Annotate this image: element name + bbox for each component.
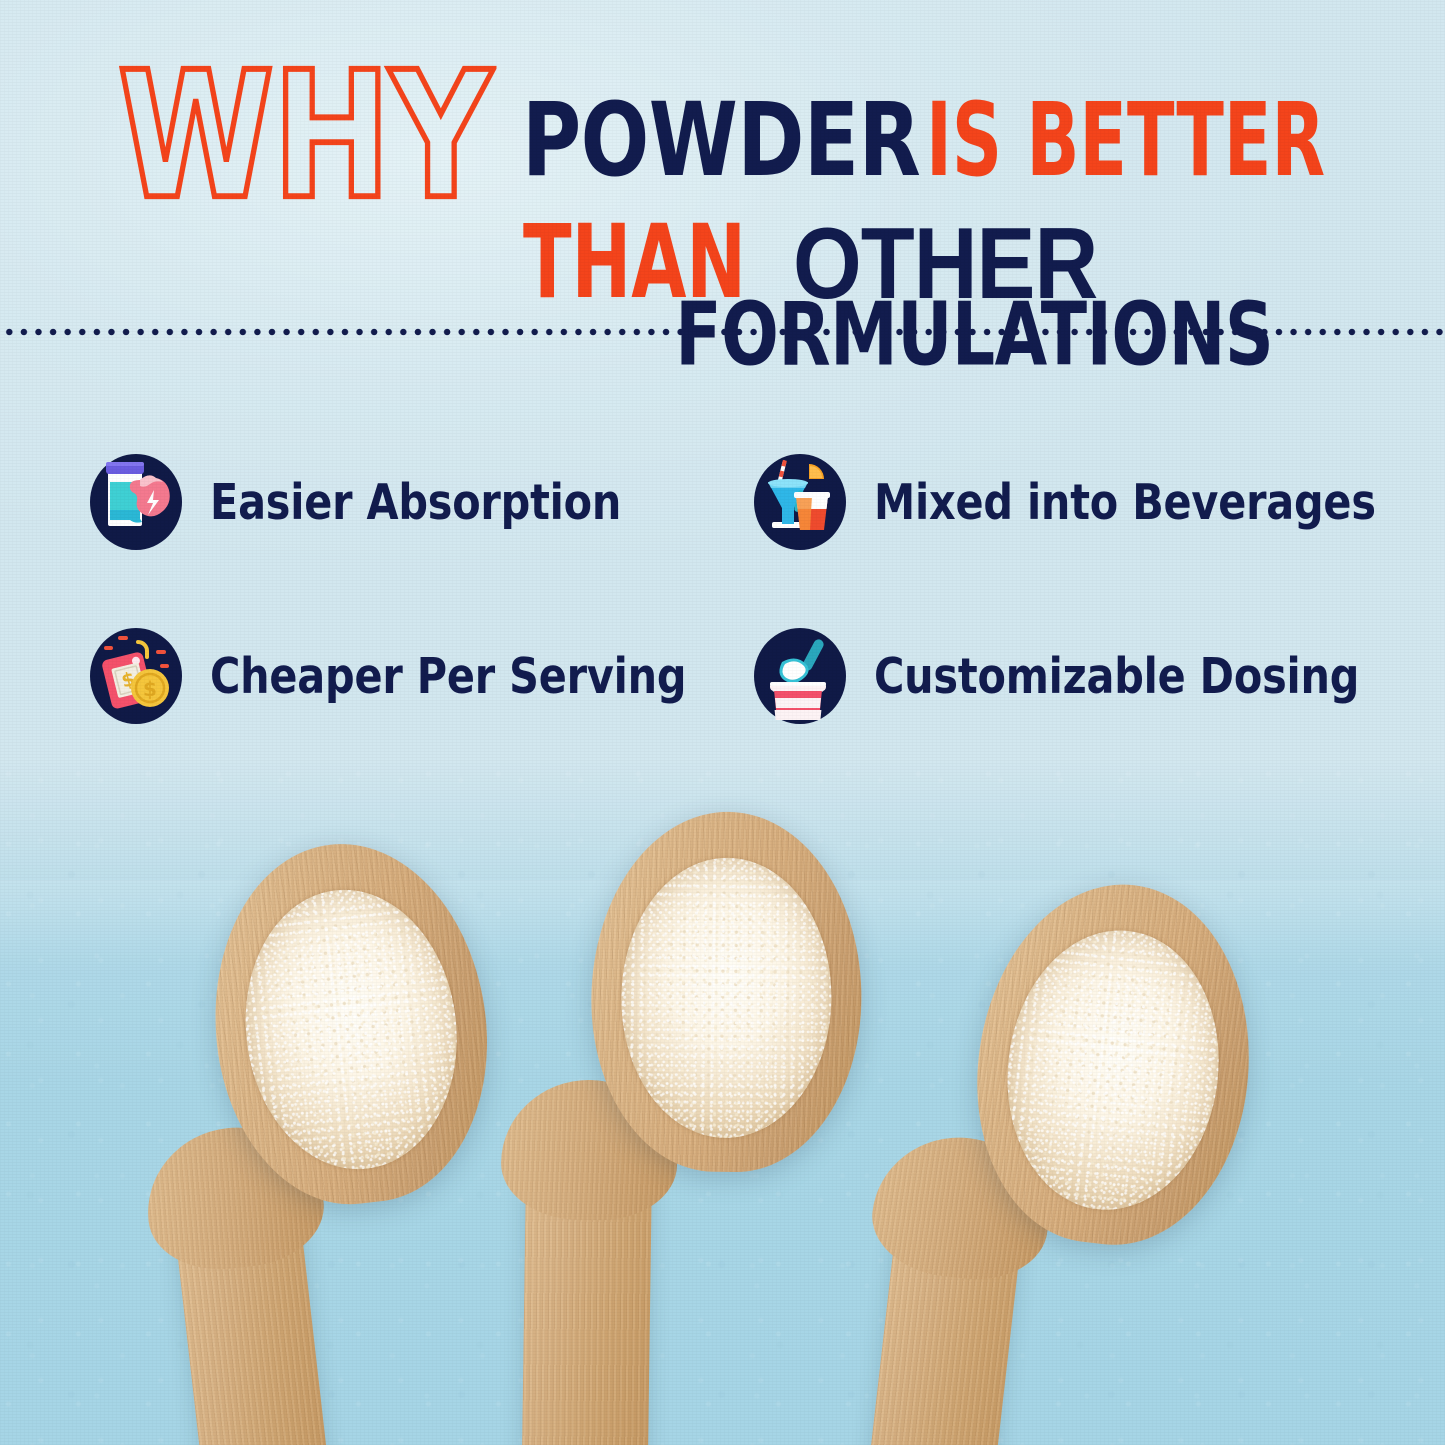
headline-line-2: THAN OTHER: [523, 210, 1110, 314]
benefit-item-cheaper-per-serving: $ $ Cheaper Per Serving: [88, 626, 687, 726]
cocktail-drinks-icon: [752, 452, 848, 552]
headline-word-is-better: IS BETTER: [926, 79, 1326, 200]
headline-word-powder: POWDER: [521, 79, 921, 200]
scoop-tub-icon: [752, 626, 848, 726]
svg-text:$: $: [143, 677, 157, 701]
dotted-divider: [0, 327, 1445, 337]
benefit-label-customizable-dosing: Customizable Dosing: [874, 647, 1360, 705]
headline-block: WHY POWDERIS BETTER THAN OTHER FORMULATION…: [0, 46, 1445, 379]
price-tag-coin-icon: $ $: [88, 626, 184, 726]
benefit-item-easier-absorption: Easier Absorption: [88, 452, 621, 552]
headline-line-1: WHY POWDERIS BETTER: [115, 46, 1380, 227]
background-top: [0, 0, 1445, 880]
headline-word-than: THAN: [523, 201, 747, 322]
benefit-label-cheaper-per-serving: Cheaper Per Serving: [210, 647, 687, 705]
supplement-jar-stomach-icon: [88, 452, 184, 552]
spoons-photo: [0, 760, 1445, 1445]
benefit-item-mixed-into-beverages: Mixed into Beverages: [752, 452, 1376, 552]
headline-word-other: OTHER: [792, 207, 1098, 321]
headline-word-why: WHY: [115, 34, 494, 238]
benefit-item-customizable-dosing: Customizable Dosing: [752, 626, 1359, 726]
benefit-label-mixed-into-beverages: Mixed into Beverages: [874, 473, 1376, 531]
benefit-label-easier-absorption: Easier Absorption: [210, 473, 622, 531]
